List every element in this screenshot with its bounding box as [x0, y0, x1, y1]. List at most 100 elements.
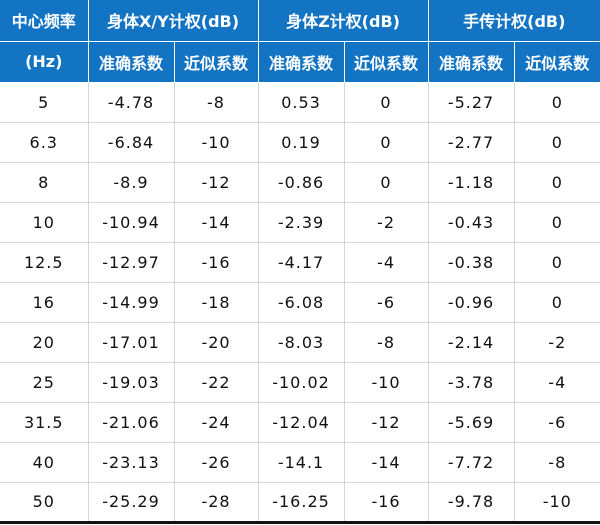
- freq-cell: 5: [0, 81, 89, 123]
- freq-cell: 40: [0, 442, 89, 483]
- xy-exact-cell: -17.01: [88, 322, 175, 363]
- hand-exact-cell: -5.27: [428, 81, 515, 123]
- header-group-body-xy: 身体X/Y计权(dB): [88, 0, 259, 42]
- xy-approx-cell: -12: [174, 162, 259, 203]
- z-exact-cell: -10.02: [258, 362, 345, 403]
- hand-exact-cell: -5.69: [428, 402, 515, 443]
- xy-approx-cell: -14: [174, 202, 259, 243]
- xy-exact-cell: -12.97: [88, 242, 175, 283]
- hand-exact-cell: -2.14: [428, 322, 515, 363]
- hand-approx-cell: 0: [514, 122, 600, 163]
- freq-cell: 25: [0, 362, 89, 403]
- z-approx-cell: 0: [344, 81, 429, 123]
- hand-exact-cell: -7.72: [428, 442, 515, 483]
- table-row: 8 -8.9 -12 -0.86 0 -1.18 0: [0, 162, 600, 203]
- header-z-exact: 准确系数: [258, 41, 345, 83]
- header-row-groups: 中心频率 身体X/Y计权(dB) 身体Z计权(dB) 手传计权(dB): [0, 0, 600, 42]
- z-exact-cell: -14.1: [258, 442, 345, 483]
- z-exact-cell: -12.04: [258, 402, 345, 443]
- xy-approx-cell: -8: [174, 81, 259, 123]
- hand-exact-cell: -0.96: [428, 282, 515, 323]
- table-row: 6.3 -6.84 -10 0.19 0 -2.77 0: [0, 122, 600, 163]
- freq-cell: 31.5: [0, 402, 89, 443]
- xy-exact-cell: -21.06: [88, 402, 175, 443]
- header-hand-exact: 准确系数: [428, 41, 515, 83]
- hand-exact-cell: -0.43: [428, 202, 515, 243]
- freq-cell: 6.3: [0, 122, 89, 163]
- hand-approx-cell: -8: [514, 442, 600, 483]
- xy-approx-cell: -18: [174, 282, 259, 323]
- header-xy-approx: 近似系数: [174, 41, 259, 83]
- table-row: 50 -25.29 -28 -16.25 -16 -9.78 -10: [0, 482, 600, 524]
- table-header: 中心频率 身体X/Y计权(dB) 身体Z计权(dB) 手传计权(dB) (Hz)…: [0, 0, 600, 83]
- z-approx-cell: -6: [344, 282, 429, 323]
- freq-cell: 10: [0, 202, 89, 243]
- xy-approx-cell: -20: [174, 322, 259, 363]
- hand-approx-cell: 0: [514, 202, 600, 243]
- table-row: 16 -14.99 -18 -6.08 -6 -0.96 0: [0, 282, 600, 323]
- xy-approx-cell: -26: [174, 442, 259, 483]
- xy-exact-cell: -4.78: [88, 81, 175, 123]
- hand-approx-cell: 0: [514, 162, 600, 203]
- xy-approx-cell: -22: [174, 362, 259, 403]
- table-row: 5 -4.78 -8 0.53 0 -5.27 0: [0, 81, 600, 123]
- table-row: 40 -23.13 -26 -14.1 -14 -7.72 -8: [0, 442, 600, 483]
- z-approx-cell: -14: [344, 442, 429, 483]
- hand-exact-cell: -0.38: [428, 242, 515, 283]
- z-exact-cell: -2.39: [258, 202, 345, 243]
- table-body: 5 -4.78 -8 0.53 0 -5.27 0 6.3 -6.84 -10 0.19 0 -2.77…: [0, 81, 600, 524]
- xy-exact-cell: -10.94: [88, 202, 175, 243]
- z-exact-cell: -8.03: [258, 322, 345, 363]
- header-z-approx: 近似系数: [344, 41, 429, 83]
- z-exact-cell: -6.08: [258, 282, 345, 323]
- hand-approx-cell: -6: [514, 402, 600, 443]
- hand-exact-cell: -2.77: [428, 122, 515, 163]
- table-row: 20 -17.01 -20 -8.03 -8 -2.14 -2: [0, 322, 600, 363]
- header-row-sub: (Hz) 准确系数 近似系数 准确系数 近似系数 准确系数 近似系数: [0, 41, 600, 83]
- freq-cell: 20: [0, 322, 89, 363]
- freq-cell: 8: [0, 162, 89, 203]
- hand-exact-cell: -9.78: [428, 482, 515, 524]
- z-approx-cell: -10: [344, 362, 429, 403]
- xy-approx-cell: -24: [174, 402, 259, 443]
- header-xy-exact: 准确系数: [88, 41, 175, 83]
- z-approx-cell: -2: [344, 202, 429, 243]
- header-group-body-z: 身体Z计权(dB): [258, 0, 429, 42]
- table-row: 25 -19.03 -22 -10.02 -10 -3.78 -4: [0, 362, 600, 403]
- table-row: 31.5 -21.06 -24 -12.04 -12 -5.69 -6: [0, 402, 600, 443]
- xy-exact-cell: -25.29: [88, 482, 175, 524]
- hand-exact-cell: -1.18: [428, 162, 515, 203]
- hand-approx-cell: 0: [514, 242, 600, 283]
- z-exact-cell: -0.86: [258, 162, 345, 203]
- xy-exact-cell: -6.84: [88, 122, 175, 163]
- hand-approx-cell: -10: [514, 482, 600, 524]
- xy-approx-cell: -10: [174, 122, 259, 163]
- header-group-hand: 手传计权(dB): [428, 0, 600, 42]
- table-row: 12.5 -12.97 -16 -4.17 -4 -0.38 0: [0, 242, 600, 283]
- z-exact-cell: -4.17: [258, 242, 345, 283]
- xy-approx-cell: -16: [174, 242, 259, 283]
- xy-exact-cell: -23.13: [88, 442, 175, 483]
- xy-approx-cell: -28: [174, 482, 259, 524]
- z-exact-cell: -16.25: [258, 482, 345, 524]
- z-exact-cell: 0.53: [258, 81, 345, 123]
- z-approx-cell: -12: [344, 402, 429, 443]
- xy-exact-cell: -14.99: [88, 282, 175, 323]
- freq-cell: 12.5: [0, 242, 89, 283]
- table-row: 10 -10.94 -14 -2.39 -2 -0.43 0: [0, 202, 600, 243]
- z-approx-cell: 0: [344, 122, 429, 163]
- freq-cell: 16: [0, 282, 89, 323]
- xy-exact-cell: -8.9: [88, 162, 175, 203]
- header-freq-unit: (Hz): [0, 41, 89, 83]
- z-approx-cell: -4: [344, 242, 429, 283]
- xy-exact-cell: -19.03: [88, 362, 175, 403]
- freq-cell: 50: [0, 482, 89, 524]
- hand-exact-cell: -3.78: [428, 362, 515, 403]
- z-approx-cell: -8: [344, 322, 429, 363]
- z-approx-cell: 0: [344, 162, 429, 203]
- hand-approx-cell: -4: [514, 362, 600, 403]
- z-approx-cell: -16: [344, 482, 429, 524]
- z-exact-cell: 0.19: [258, 122, 345, 163]
- header-freq-title: 中心频率: [0, 0, 89, 42]
